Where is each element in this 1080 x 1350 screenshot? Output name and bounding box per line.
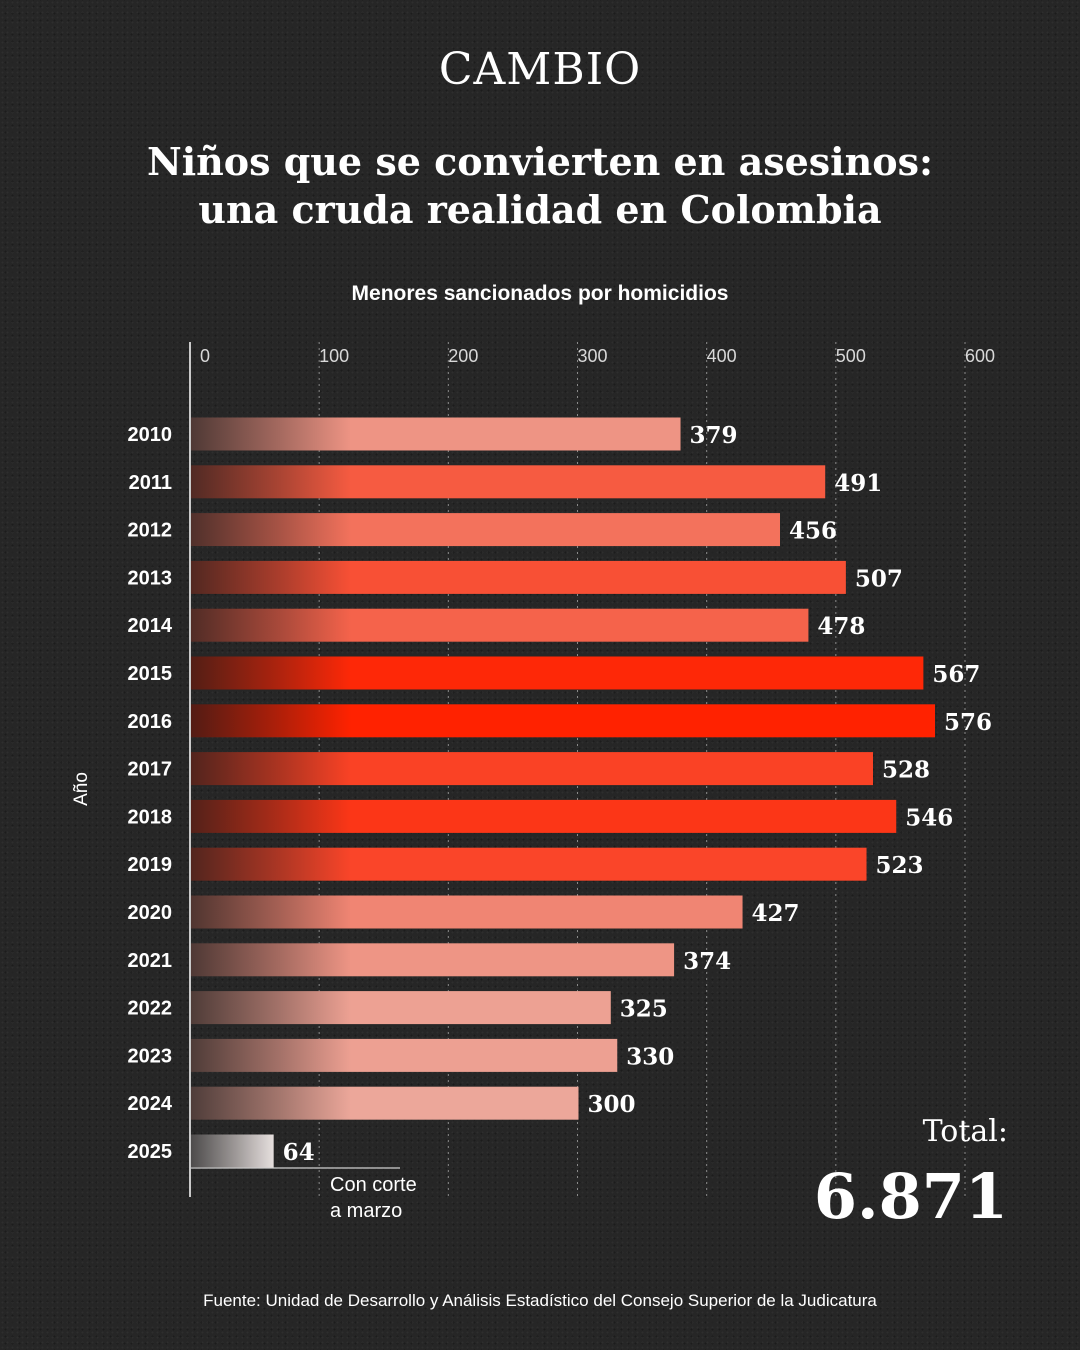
value-label-2016: 576 <box>944 709 992 736</box>
bar-2011 <box>191 465 826 499</box>
y-axis-label: Año <box>71 772 92 806</box>
category-label-2023: 2023 <box>128 1045 173 1067</box>
cutoff-note: Con corte a marzo <box>330 1172 417 1224</box>
bar-2019 <box>191 847 867 881</box>
category-label-2010: 2010 <box>128 424 173 446</box>
x-tick-label: 500 <box>836 346 866 366</box>
category-label-2019: 2019 <box>128 854 173 876</box>
bar-2015 <box>191 656 924 690</box>
value-label-2015: 567 <box>932 661 980 688</box>
bar-2020 <box>191 895 743 929</box>
x-tick-label: 300 <box>577 346 607 366</box>
category-label-2014: 2014 <box>128 615 173 637</box>
bar-2024 <box>191 1086 579 1120</box>
brand-logo: CAMBIO <box>438 44 642 95</box>
label-layer: 2010 379 2011 491 2012 456 2013 507 2014 478 2015 5… <box>128 422 993 1166</box>
category-label-2015: 2015 <box>128 663 173 685</box>
tick-layer: 0 100 200 300 400 500 600 <box>200 346 995 366</box>
page-title: Niños que se convierten en asesinos: una… <box>0 138 1080 234</box>
category-label-2018: 2018 <box>128 806 173 828</box>
title-line-1: Niños que se convierten en asesinos: <box>146 139 934 184</box>
category-label-2021: 2021 <box>128 950 173 972</box>
total-label: Total: <box>922 1114 1008 1149</box>
value-label-2017: 528 <box>882 757 930 784</box>
category-label-2017: 2017 <box>128 759 173 781</box>
value-label-2024: 300 <box>588 1091 636 1118</box>
x-tick-label: 0 <box>200 346 210 366</box>
bar-2017 <box>191 752 873 786</box>
bar-2022 <box>191 991 611 1025</box>
category-label-2025: 2025 <box>128 1141 173 1163</box>
value-label-2019: 523 <box>876 852 924 879</box>
category-label-2012: 2012 <box>128 520 173 542</box>
x-tick-label: 100 <box>319 346 349 366</box>
category-label-2024: 2024 <box>128 1093 173 1115</box>
category-label-2020: 2020 <box>128 902 173 924</box>
value-label-2018: 546 <box>905 804 953 831</box>
bar-2021 <box>191 943 675 977</box>
value-label-2021: 374 <box>683 948 731 975</box>
value-label-2013: 507 <box>855 565 903 592</box>
category-label-2013: 2013 <box>128 567 173 589</box>
category-label-2011: 2011 <box>129 472 172 494</box>
value-label-2022: 325 <box>620 996 668 1023</box>
value-label-2025: 64 <box>283 1139 315 1166</box>
title-line-2: una cruda realidad en Colombia <box>198 187 882 232</box>
category-label-2022: 2022 <box>128 998 173 1020</box>
category-label-2016: 2016 <box>128 711 173 733</box>
note-line-1: Con corte <box>330 1174 417 1196</box>
bar-2010 <box>191 417 681 451</box>
value-label-2010: 379 <box>690 422 738 449</box>
bar-2014 <box>191 608 809 642</box>
bar-2016 <box>191 704 935 738</box>
bar-layer <box>191 417 935 1168</box>
value-label-2020: 427 <box>752 900 800 927</box>
value-label-2023: 330 <box>626 1043 674 1070</box>
note-line-2: a marzo <box>330 1200 403 1222</box>
x-tick-label: 400 <box>707 346 737 366</box>
bar-2013 <box>191 560 846 594</box>
x-tick-label: 600 <box>965 346 995 366</box>
chart-subtitle: Menores sancionados por homicidios <box>351 282 729 305</box>
source-note: Fuente: Unidad de Desarrollo y Análisis … <box>203 1291 877 1310</box>
value-label-2011: 491 <box>834 470 882 497</box>
x-tick-label: 200 <box>448 346 478 366</box>
bar-2012 <box>191 513 780 547</box>
total-value: 6.871 <box>813 1160 1008 1233</box>
bar-2023 <box>191 1038 618 1072</box>
bar-2018 <box>191 799 897 833</box>
bar-2025 <box>191 1134 274 1168</box>
value-label-2014: 478 <box>817 613 865 640</box>
value-label-2012: 456 <box>789 518 837 545</box>
